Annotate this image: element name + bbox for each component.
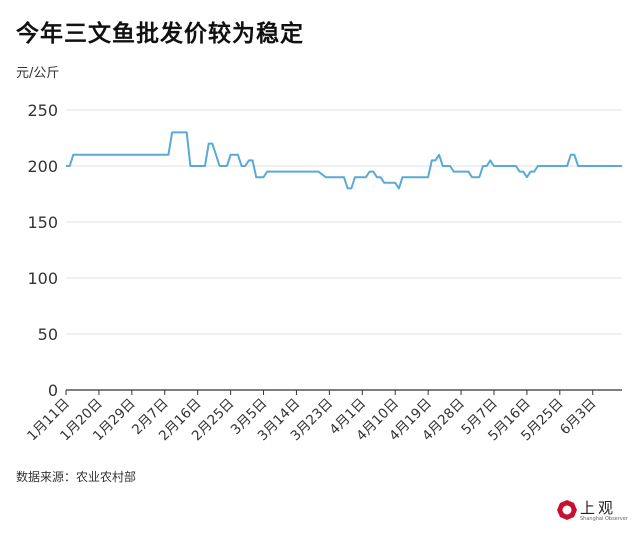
logo-text: 上观 <box>580 499 617 517</box>
y-tick-label: 100 <box>27 269 58 288</box>
y-tick-label: 200 <box>27 157 58 176</box>
series-line <box>66 131 622 190</box>
page-title: 今年三文鱼批发价较为稳定 <box>16 21 304 47</box>
x-tick-label: 6月3日 <box>557 396 600 439</box>
y-tick-label: 150 <box>27 213 58 232</box>
y-axis-unit: 元/公斤 <box>16 66 60 81</box>
chart-grid <box>66 109 622 391</box>
data-source: 数据来源：农业农村部 <box>16 470 137 484</box>
x-axis-ticks: 1月11日1月20日1月29日2月7日2月16日2月25日3月5日3月14日3月… <box>24 390 600 444</box>
logo-icon <box>557 500 577 520</box>
y-tick-label: 50 <box>38 325 58 344</box>
y-tick-label: 250 <box>27 101 58 120</box>
y-tick-label: 0 <box>48 381 58 400</box>
logo: 上观 Shanghai Observer <box>554 495 634 531</box>
chart-series <box>66 131 622 190</box>
logo-subtext: Shanghai Observer <box>580 516 628 522</box>
y-axis-ticks: 0 50 100 150 200 250 <box>27 101 58 400</box>
